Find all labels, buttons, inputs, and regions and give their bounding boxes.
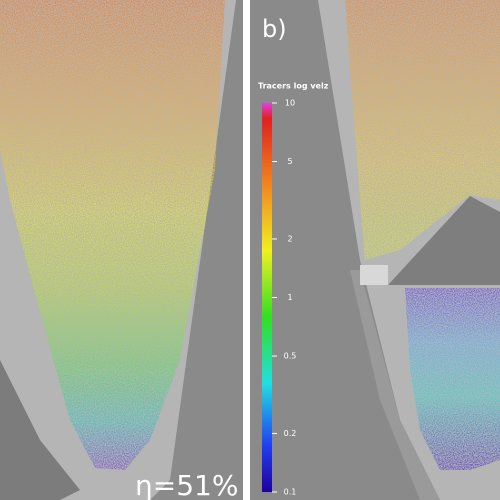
- left-panel: [0, 0, 243, 500]
- particle-cloud-lower: [405, 288, 500, 470]
- wall: [350, 270, 440, 500]
- tick-label: 2: [287, 234, 292, 243]
- tick-label: 0.5: [284, 352, 297, 361]
- panel-label: b): [262, 15, 287, 43]
- wall: [0, 360, 80, 500]
- particle-cloud: [0, 0, 225, 470]
- colorbar-title: Tracers log velz: [258, 82, 329, 91]
- obstacle: [388, 196, 500, 285]
- right-panel: b): [250, 0, 500, 500]
- ledge: [360, 265, 388, 285]
- tick-label: 10: [285, 99, 295, 108]
- tick-label: 0.2: [284, 429, 297, 438]
- tick-label: 1: [287, 293, 292, 302]
- colorbar-scale: [262, 103, 272, 492]
- colorbar: Tracers log velz 10 5 2 1 0.5 0.2 0.1: [258, 82, 329, 497]
- tick-label: 5: [287, 157, 292, 166]
- tick-label: 0.1: [284, 488, 297, 497]
- divider: [243, 0, 250, 500]
- particle-cloud-upper: [345, 0, 500, 260]
- efficiency-label: η=51%: [135, 469, 238, 500]
